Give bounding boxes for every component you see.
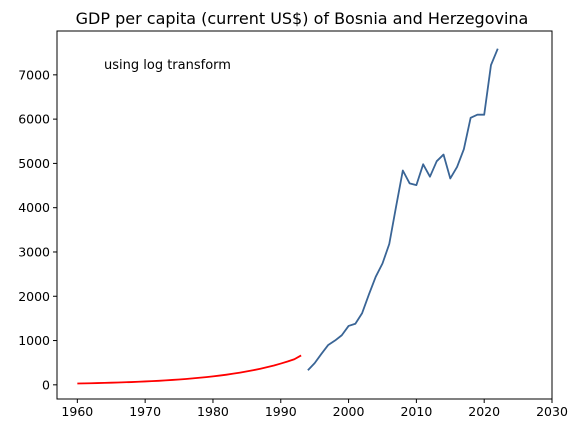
annotation-text: using log transform — [104, 58, 231, 73]
y-tick-label: 2000 — [18, 289, 50, 304]
y-tick-label: 3000 — [18, 244, 50, 259]
x-tick-label: 2030 — [536, 404, 568, 419]
y-tick-label: 7000 — [18, 67, 50, 82]
y-tick-label: 4000 — [18, 200, 50, 215]
x-tick-label: 2020 — [468, 404, 500, 419]
chart-title: GDP per capita (current US$) of Bosnia a… — [76, 9, 529, 28]
y-tick-label: 5000 — [18, 156, 50, 171]
series-line-0 — [77, 354, 302, 385]
x-axis: 1960 1970 1980 1990 2000 2010 2020 2030 — [61, 399, 568, 419]
plot-area: 1960 1970 1980 1990 2000 2010 2020 2030 0 1000 20… — [18, 30, 568, 419]
x-tick-label: 1990 — [265, 404, 297, 419]
plot-frame — [56, 30, 553, 400]
y-axis: 0 1000 2000 3000 4000 5000 6000 7000 — [18, 67, 57, 392]
x-tick-label: 1970 — [129, 404, 161, 419]
y-tick-label: 6000 — [18, 112, 50, 127]
series-line-1 — [307, 48, 499, 371]
series-layer — [77, 48, 499, 385]
y-tick-label: 1000 — [18, 333, 50, 348]
x-tick-label: 1980 — [197, 404, 229, 419]
x-tick-label: 1960 — [61, 404, 93, 419]
y-tick-label: 0 — [42, 377, 50, 392]
x-tick-label: 2010 — [400, 404, 432, 419]
x-tick-label: 2000 — [333, 404, 365, 419]
